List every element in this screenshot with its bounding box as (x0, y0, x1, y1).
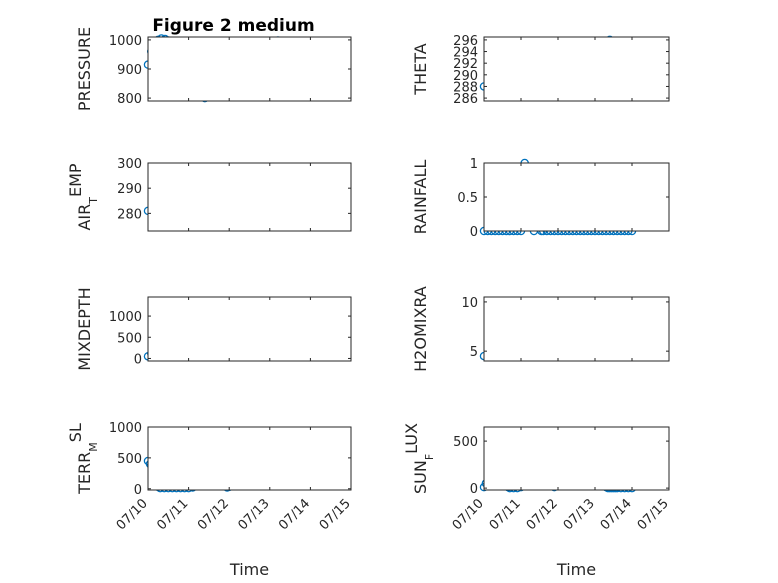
x-axis-label: Time (229, 560, 269, 579)
x-tick-label: 07/12 (524, 496, 561, 533)
axes-frame (483, 296, 670, 362)
subplot-5: 0 500 1000 MIXDEPTH (75, 287, 352, 371)
x-tick-label: 07/10 (450, 496, 487, 533)
y-tick-label: 300 (117, 157, 142, 172)
y-tick-label: 900 (117, 63, 142, 78)
y-tick-label: 280 (117, 207, 142, 222)
y-axis-label: SUNFLUX (402, 423, 436, 494)
y-axis-label-subscript: F (423, 454, 436, 460)
y-tick-label: 800 (117, 92, 142, 107)
y-tick-label: 500 (117, 331, 142, 346)
y-tick-label: 290 (117, 182, 142, 197)
y-axis-label: THETA (411, 43, 430, 95)
y-axis-label: PRESSURE (75, 27, 94, 111)
subplot-8: 0 500 07/10 07/11 07/12 07/13 07/14 07/15 Time SU… (402, 423, 672, 579)
y-axis-label: RAINFALL (411, 160, 430, 235)
y-tick-label: 290 (453, 69, 478, 84)
axes-frame (147, 36, 352, 102)
y-tick-label: 500 (117, 452, 142, 467)
subplot-6: 5 10 H2OMIXRA (411, 286, 670, 372)
x-tick-label: 07/12 (195, 496, 232, 533)
axes-frame (147, 162, 352, 232)
y-tick-label: 0 (134, 352, 142, 367)
subplot-1: 800 900 1000 PRESSURE Figure 2 medium (75, 16, 352, 111)
y-axis-label-tail: SL (66, 423, 85, 442)
y-axis-label-main: AIR (75, 204, 94, 231)
axes-frame (483, 162, 670, 232)
x-tick-label: 07/11 (154, 496, 191, 533)
axes-frame (483, 426, 670, 491)
y-axis-label: TERRMSL (66, 423, 100, 495)
y-tick-label: 0 (134, 483, 142, 498)
x-tick-label: 07/11 (487, 496, 524, 533)
y-axis-label-main: TERR (75, 452, 94, 495)
y-tick-label: 1000 (109, 34, 142, 49)
y-tick-label: 0 (470, 225, 478, 240)
y-tick-label: 286 (453, 92, 478, 107)
x-tick-label: 07/14 (276, 496, 313, 533)
y-tick-label: 288 (453, 80, 478, 95)
y-tick-label: 0.5 (457, 191, 478, 206)
y-tick-label: 1000 (109, 421, 142, 436)
subplot-7: 0 500 1000 07/10 07/11 07/12 07/13 07/14 07/15 Ti… (66, 421, 354, 579)
y-tick-label: 5 (470, 345, 478, 360)
y-tick-label: 1000 (109, 310, 142, 325)
x-tick-label: 07/15 (317, 496, 354, 533)
y-axis-label-subscript: T (87, 197, 100, 205)
y-axis-label: MIXDEPTH (75, 287, 94, 370)
y-tick-label: 10 (461, 296, 478, 311)
y-axis-label: H2OMIXRA (411, 286, 430, 372)
y-axis-label-tail: EMP (66, 163, 85, 197)
x-tick-label: 07/15 (635, 496, 672, 533)
y-axis-label: AIRTEMP (66, 163, 100, 230)
y-tick-label: 0 (470, 482, 478, 497)
y-axis-label-subscript: M (87, 442, 100, 452)
y-tick-label: 292 (453, 57, 478, 72)
x-tick-label: 07/13 (236, 496, 273, 533)
y-tick-label: 1 (470, 157, 478, 172)
axes-frame (147, 426, 352, 491)
y-tick-label: 296 (453, 34, 478, 49)
axes-frame (147, 296, 352, 362)
subplot-4: 0 0.5 1 RAINFALL (411, 157, 670, 240)
y-axis-label-main: SUN (411, 460, 430, 494)
y-tick-label: 294 (453, 46, 478, 61)
x-tick-label: 07/13 (561, 496, 598, 533)
x-tick-label: 07/10 (114, 496, 151, 533)
axes-frame (483, 36, 670, 102)
subplot-3: 280 290 300 AIRTEMP (66, 157, 352, 232)
y-tick-label: 500 (453, 435, 478, 450)
y-axis-label-tail: LUX (402, 423, 421, 454)
x-tick-label: 07/14 (598, 496, 635, 533)
figure-title: Figure 2 medium (152, 16, 314, 36)
x-axis-label: Time (556, 560, 596, 579)
